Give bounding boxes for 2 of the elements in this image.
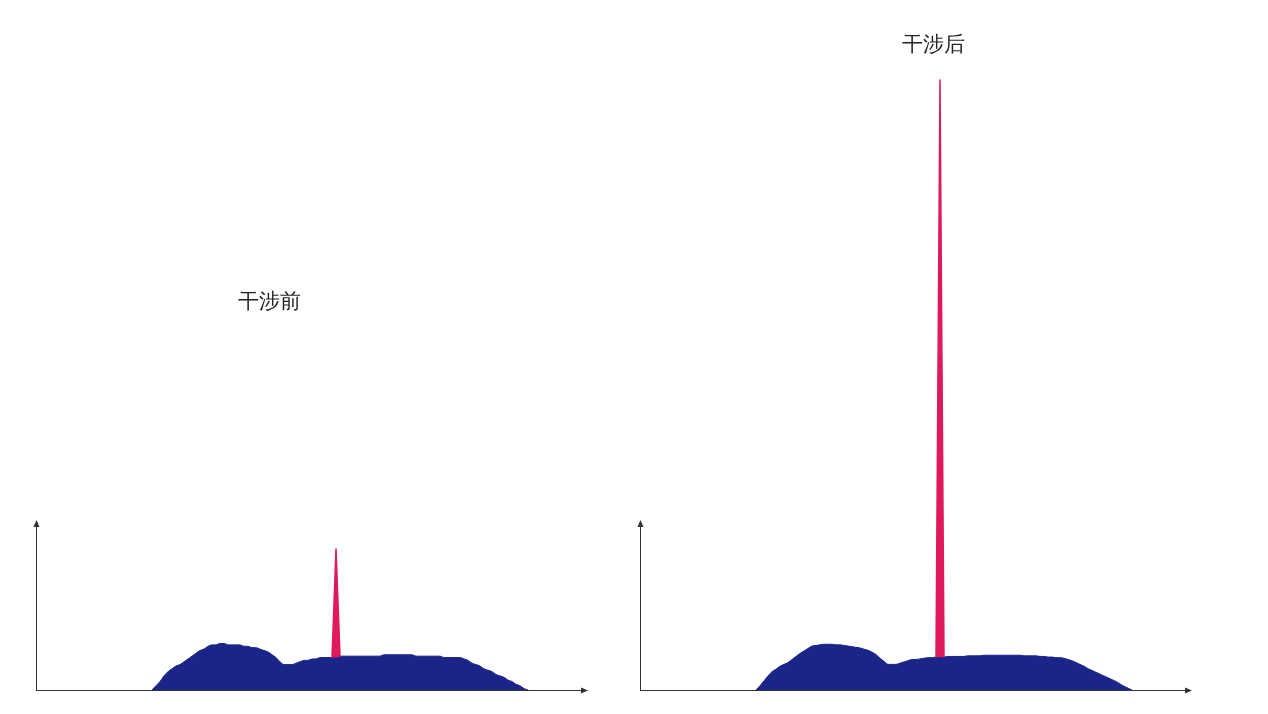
chart-title: 干涉后 [901, 31, 965, 57]
chart-title: 干涉前 [237, 288, 301, 314]
